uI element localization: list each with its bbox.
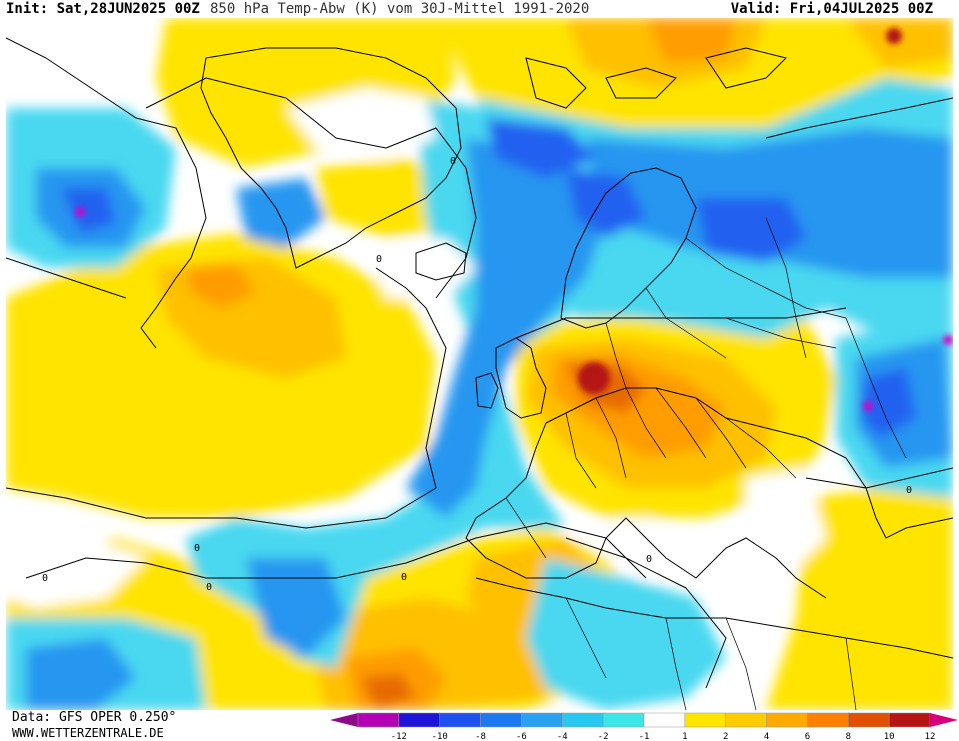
legend-tick-label: -2 <box>598 732 609 741</box>
colder-region-greenland <box>236 178 326 248</box>
zero-contour-south <box>25 522 647 579</box>
colder-region-far-southwest <box>26 638 136 710</box>
cold-core-east <box>861 368 916 438</box>
extreme-cold-core-labrador <box>75 207 85 217</box>
hot-core-northeast <box>646 18 736 63</box>
legend-swatch <box>439 712 481 728</box>
color-legend: -12 -10 -8 -6 -4 -2 -1 1 2 4 6 8 10 12 <box>330 712 958 741</box>
contour-label-5: 0 <box>646 554 652 565</box>
contour-label-2: 0 <box>401 572 407 583</box>
contour-label-8: 0 <box>206 582 212 593</box>
cold-region-mediterranean <box>526 558 726 710</box>
very-hot-core-africa <box>361 673 416 710</box>
hot-core-atlantic <box>186 263 256 308</box>
legend-swatch <box>398 712 440 728</box>
zero-contour-europe <box>515 307 847 339</box>
contour-label-1: 0 <box>376 254 382 265</box>
data-source: Data: GFS OPER 0.250° <box>12 710 177 725</box>
map-header: Init: Sat,28JUN2025 00Z 850 hPa Temp-Abw… <box>0 0 959 18</box>
neutral-zone-north <box>286 88 436 158</box>
arctic-islands <box>525 57 677 109</box>
canada-coast <box>6 37 207 349</box>
neutral-zone-south-europe <box>566 518 706 578</box>
legend-swatch <box>602 712 645 728</box>
legend-tick-label: 8 <box>846 732 851 741</box>
legend-swatch <box>643 712 686 728</box>
zero-contour-atlantic <box>6 267 447 529</box>
legend-tick-label: -12 <box>391 732 407 741</box>
neutral-zone-south <box>6 538 146 608</box>
legend-swatch <box>725 712 767 728</box>
contour-label-3: 0 <box>194 543 200 554</box>
country-borders <box>505 217 907 710</box>
temperature-anomaly-map: 0 0 0 0 0 0 0 0 <box>6 18 953 710</box>
colder-region-southwest <box>246 558 346 658</box>
iceland-coast <box>415 242 467 281</box>
legend-swatch <box>357 712 400 728</box>
cold-core-labrador <box>61 188 116 233</box>
website-credit: WWW.WETTERZENTRALE.DE <box>12 726 164 740</box>
legend-swatch <box>807 712 849 728</box>
legend-tick-label: 6 <box>805 732 810 741</box>
parameter-description: 850 hPa Temp-Abw (K) vom 30J-Mittel 1991… <box>210 1 590 17</box>
extreme-cold-core-east <box>863 401 873 411</box>
legend-tick-label: -8 <box>475 732 486 741</box>
contour-label-7: 0 <box>450 156 456 167</box>
legend-tick-label: 10 <box>884 732 895 741</box>
zero-contour-north <box>145 77 477 299</box>
extreme-warm-core-northeast <box>886 28 902 44</box>
extreme-warm-core <box>578 362 610 394</box>
zero-contour-mediterranean <box>565 537 727 689</box>
extreme-cold-core-edge <box>943 335 953 345</box>
legend-swatch <box>480 712 522 728</box>
legend-tick-label: -4 <box>557 732 568 741</box>
legend-swatch <box>888 712 931 728</box>
map-footer: Data: GFS OPER 0.250° WWW.WETTERZENTRALE… <box>0 710 959 741</box>
cold-core-russia <box>696 198 806 263</box>
legend-tick-label: -6 <box>516 732 527 741</box>
greenland-coast <box>200 47 462 269</box>
legend-high-arrow <box>930 713 958 727</box>
legend-tick-label: 1 <box>682 732 687 741</box>
europe-coast <box>465 387 953 599</box>
legend-tick-label: 2 <box>723 732 728 741</box>
anomaly-extremes <box>75 28 953 411</box>
contour-labels: 0 0 0 0 0 0 0 0 <box>42 156 912 593</box>
borders <box>505 217 907 710</box>
legend-tick-label: 12 <box>925 732 936 741</box>
colder-region-north-atlantic <box>406 138 606 518</box>
legend-tick-label: -10 <box>432 732 448 741</box>
cold-core-north-sea <box>566 168 646 238</box>
warm-core-far-northeast <box>846 18 953 68</box>
valid-time: Valid: Fri,04JUL2025 00Z <box>730 1 933 17</box>
init-time: Init: Sat,28JUN2025 00Z <box>6 1 200 17</box>
north-africa-coast <box>475 577 953 659</box>
ireland-coast <box>475 372 499 409</box>
neutral-zone-balkans <box>746 468 826 578</box>
legend-swatch <box>684 712 726 728</box>
zero-contour-east <box>805 467 953 489</box>
neutral-zone-iceland <box>366 238 476 298</box>
legend-swatch <box>562 712 604 728</box>
russia-north-coast <box>765 97 953 139</box>
novaya-zemlya <box>705 47 787 89</box>
cold-core-svalbard <box>486 118 596 178</box>
zero-contours <box>6 77 953 689</box>
legend-tick-label: -1 <box>639 732 650 741</box>
scandinavia-coast <box>560 167 697 329</box>
britain-coast <box>495 337 547 419</box>
contour-label-4: 0 <box>42 573 48 584</box>
legend-swatch <box>766 712 808 728</box>
coastlines <box>6 37 953 659</box>
legend-low-arrow <box>330 713 358 727</box>
legend-tick-label: 4 <box>764 732 769 741</box>
legend-swatch <box>848 712 890 728</box>
contour-label-6: 0 <box>906 485 912 496</box>
legend-swatch <box>521 712 563 728</box>
